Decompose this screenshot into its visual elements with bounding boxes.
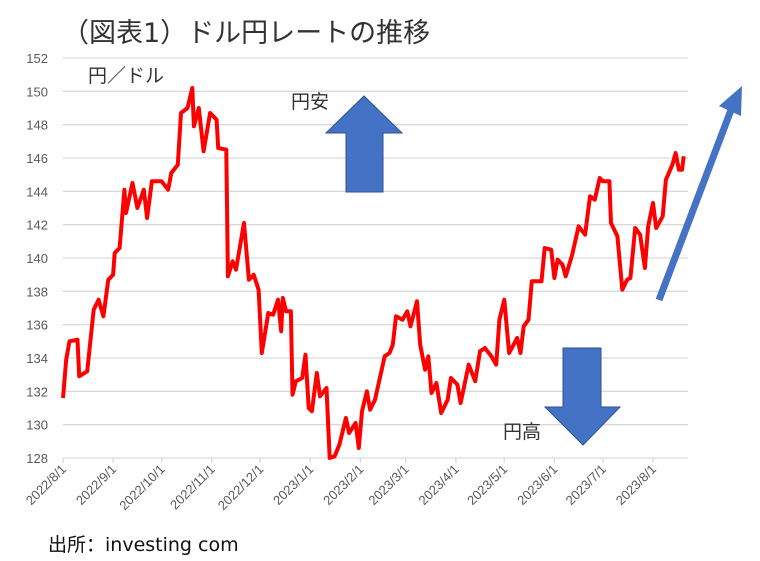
- y-tick-label: 144: [26, 184, 48, 199]
- y-axis-label: 円／ドル: [88, 65, 164, 87]
- y-tick-label: 140: [26, 251, 48, 266]
- gridlines: [62, 57, 688, 463]
- y-tick-label: 134: [26, 351, 48, 366]
- diagonal-uptrend-arrow-icon: [655, 86, 742, 302]
- x-tick-label: 2023/1/1: [270, 462, 316, 508]
- x-tick-label: 2023/7/1: [563, 462, 609, 508]
- x-tick-label: 2022/8/1: [23, 462, 69, 508]
- x-tick-label: 2022/9/1: [73, 462, 119, 508]
- x-tick-label: 2022/10/1: [116, 462, 168, 514]
- y-tick-label: 142: [26, 218, 48, 233]
- x-tick-label: 2023/4/1: [416, 462, 462, 508]
- y-tick-label: 146: [26, 151, 48, 166]
- strong-yen-label: 円高: [503, 421, 541, 443]
- x-tick-label: 2023/3/1: [365, 462, 411, 508]
- down-arrow-icon: [543, 347, 622, 446]
- y-tick-label: 152: [26, 51, 48, 66]
- up-arrow-icon: [324, 95, 404, 193]
- y-tick-label: 148: [26, 118, 48, 133]
- source-note: 出所：investing com: [48, 534, 239, 556]
- y-tick-label: 130: [26, 418, 48, 433]
- y-tick-label: 132: [26, 384, 48, 399]
- x-tick-label: 2023/8/1: [613, 462, 659, 508]
- y-tick-label: 128: [26, 451, 48, 466]
- y-tick-label: 136: [26, 318, 48, 333]
- y-tick-label: 150: [26, 84, 48, 99]
- x-tick-label: 2022/11/1: [167, 462, 218, 513]
- y-tick-label: 138: [26, 284, 48, 299]
- weak-yen-label: 円安: [291, 91, 329, 113]
- exchange-rate-line: [61, 86, 686, 460]
- y-tick-labels: 128 130 132 134 136 138 140 142 144 146 148 150 152: [26, 51, 48, 466]
- x-tick-label: 2022/12/1: [215, 462, 267, 514]
- x-tick-label: 2023/2/1: [320, 462, 366, 508]
- x-tick-label: 2023/5/1: [464, 462, 510, 508]
- chart-title: （図表1）ドル円レートの推移: [62, 18, 430, 49]
- x-tick-label: 2023/6/1: [514, 462, 560, 508]
